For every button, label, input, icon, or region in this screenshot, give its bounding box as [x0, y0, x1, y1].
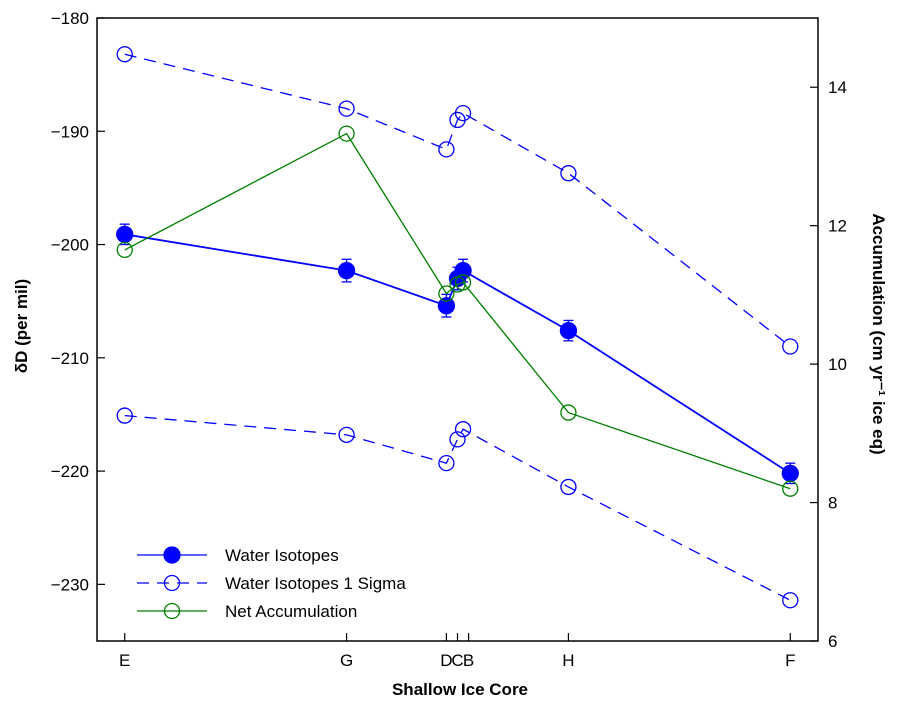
data-point: [782, 338, 799, 355]
legend-label: Water Isotopes: [225, 546, 339, 565]
data-point: [338, 125, 355, 142]
data-point: [116, 407, 133, 424]
left-axis: −180 −190 −200 −210 −220 −230: [51, 9, 105, 594]
data-point: [338, 426, 355, 443]
plot-frame: [96, 17, 819, 642]
series-1: [116, 46, 799, 355]
right-tick-label: 14: [828, 78, 847, 97]
data-point: [337, 261, 356, 280]
x-tick-label: E: [119, 651, 130, 670]
data-point: [782, 592, 799, 609]
x-axis: E G DC B H F: [119, 633, 795, 670]
data-point: [454, 421, 472, 438]
series-layer: [116, 46, 799, 609]
x-tick-label: C: [451, 651, 463, 670]
left-tick-label: −200: [51, 236, 89, 255]
x-axis-label: Shallow Ice Core: [392, 680, 528, 699]
left-tick-label: −230: [51, 575, 89, 594]
data-point: [560, 165, 577, 182]
x-tick-label: D: [440, 651, 452, 670]
series-2: [116, 407, 799, 609]
left-tick-label: −190: [51, 122, 89, 141]
right-tick-label: 12: [828, 217, 847, 236]
right-axis: 6 8 10 12 14: [810, 78, 847, 651]
x-tick-label: H: [562, 651, 574, 670]
legend-marker: [163, 574, 181, 592]
data-point: [437, 297, 456, 315]
data-point: [454, 274, 472, 291]
data-point: [782, 480, 799, 497]
data-point: [560, 404, 577, 421]
data-point: [559, 321, 578, 340]
legend: Water Isotopes Water Isotopes 1 Sigma Net …: [137, 546, 406, 621]
data-point: [449, 431, 466, 448]
legend-label: Net Accumulation: [225, 602, 357, 621]
series-line: [124, 53, 791, 348]
series-0: [116, 223, 799, 485]
data-point: [454, 261, 472, 280]
left-tick-label: −180: [51, 9, 89, 28]
data-point: [116, 46, 133, 63]
data-point: [560, 478, 577, 496]
data-point: [116, 225, 134, 244]
y-axis-label: δD (per mil): [12, 279, 31, 373]
right-tick-label: 10: [828, 355, 847, 374]
data-point: [438, 285, 455, 302]
left-tick-label: −210: [51, 349, 89, 368]
legend-label: Water Isotopes 1 Sigma: [225, 574, 406, 593]
legend-marker: [163, 546, 181, 564]
series-3: [116, 125, 799, 497]
legend-marker: [163, 602, 181, 620]
right-tick-label: 8: [828, 494, 837, 513]
data-point: [454, 104, 472, 122]
left-tick-label: −220: [51, 462, 89, 481]
series-line: [124, 132, 791, 490]
right-tick-label: 6: [828, 632, 837, 651]
x-tick-label: B: [463, 651, 474, 670]
data-point: [781, 464, 799, 483]
series-line: [124, 414, 791, 601]
x-tick-label: F: [785, 651, 795, 670]
plot-area: [96, 17, 819, 642]
y2-axis-label: Accumulation (cm yr⁻¹ ice eq): [869, 213, 888, 454]
data-point: [116, 241, 133, 259]
x-tick-label: G: [340, 651, 353, 670]
data-point: [438, 455, 455, 472]
data-point: [338, 100, 355, 117]
data-point: [438, 141, 455, 158]
